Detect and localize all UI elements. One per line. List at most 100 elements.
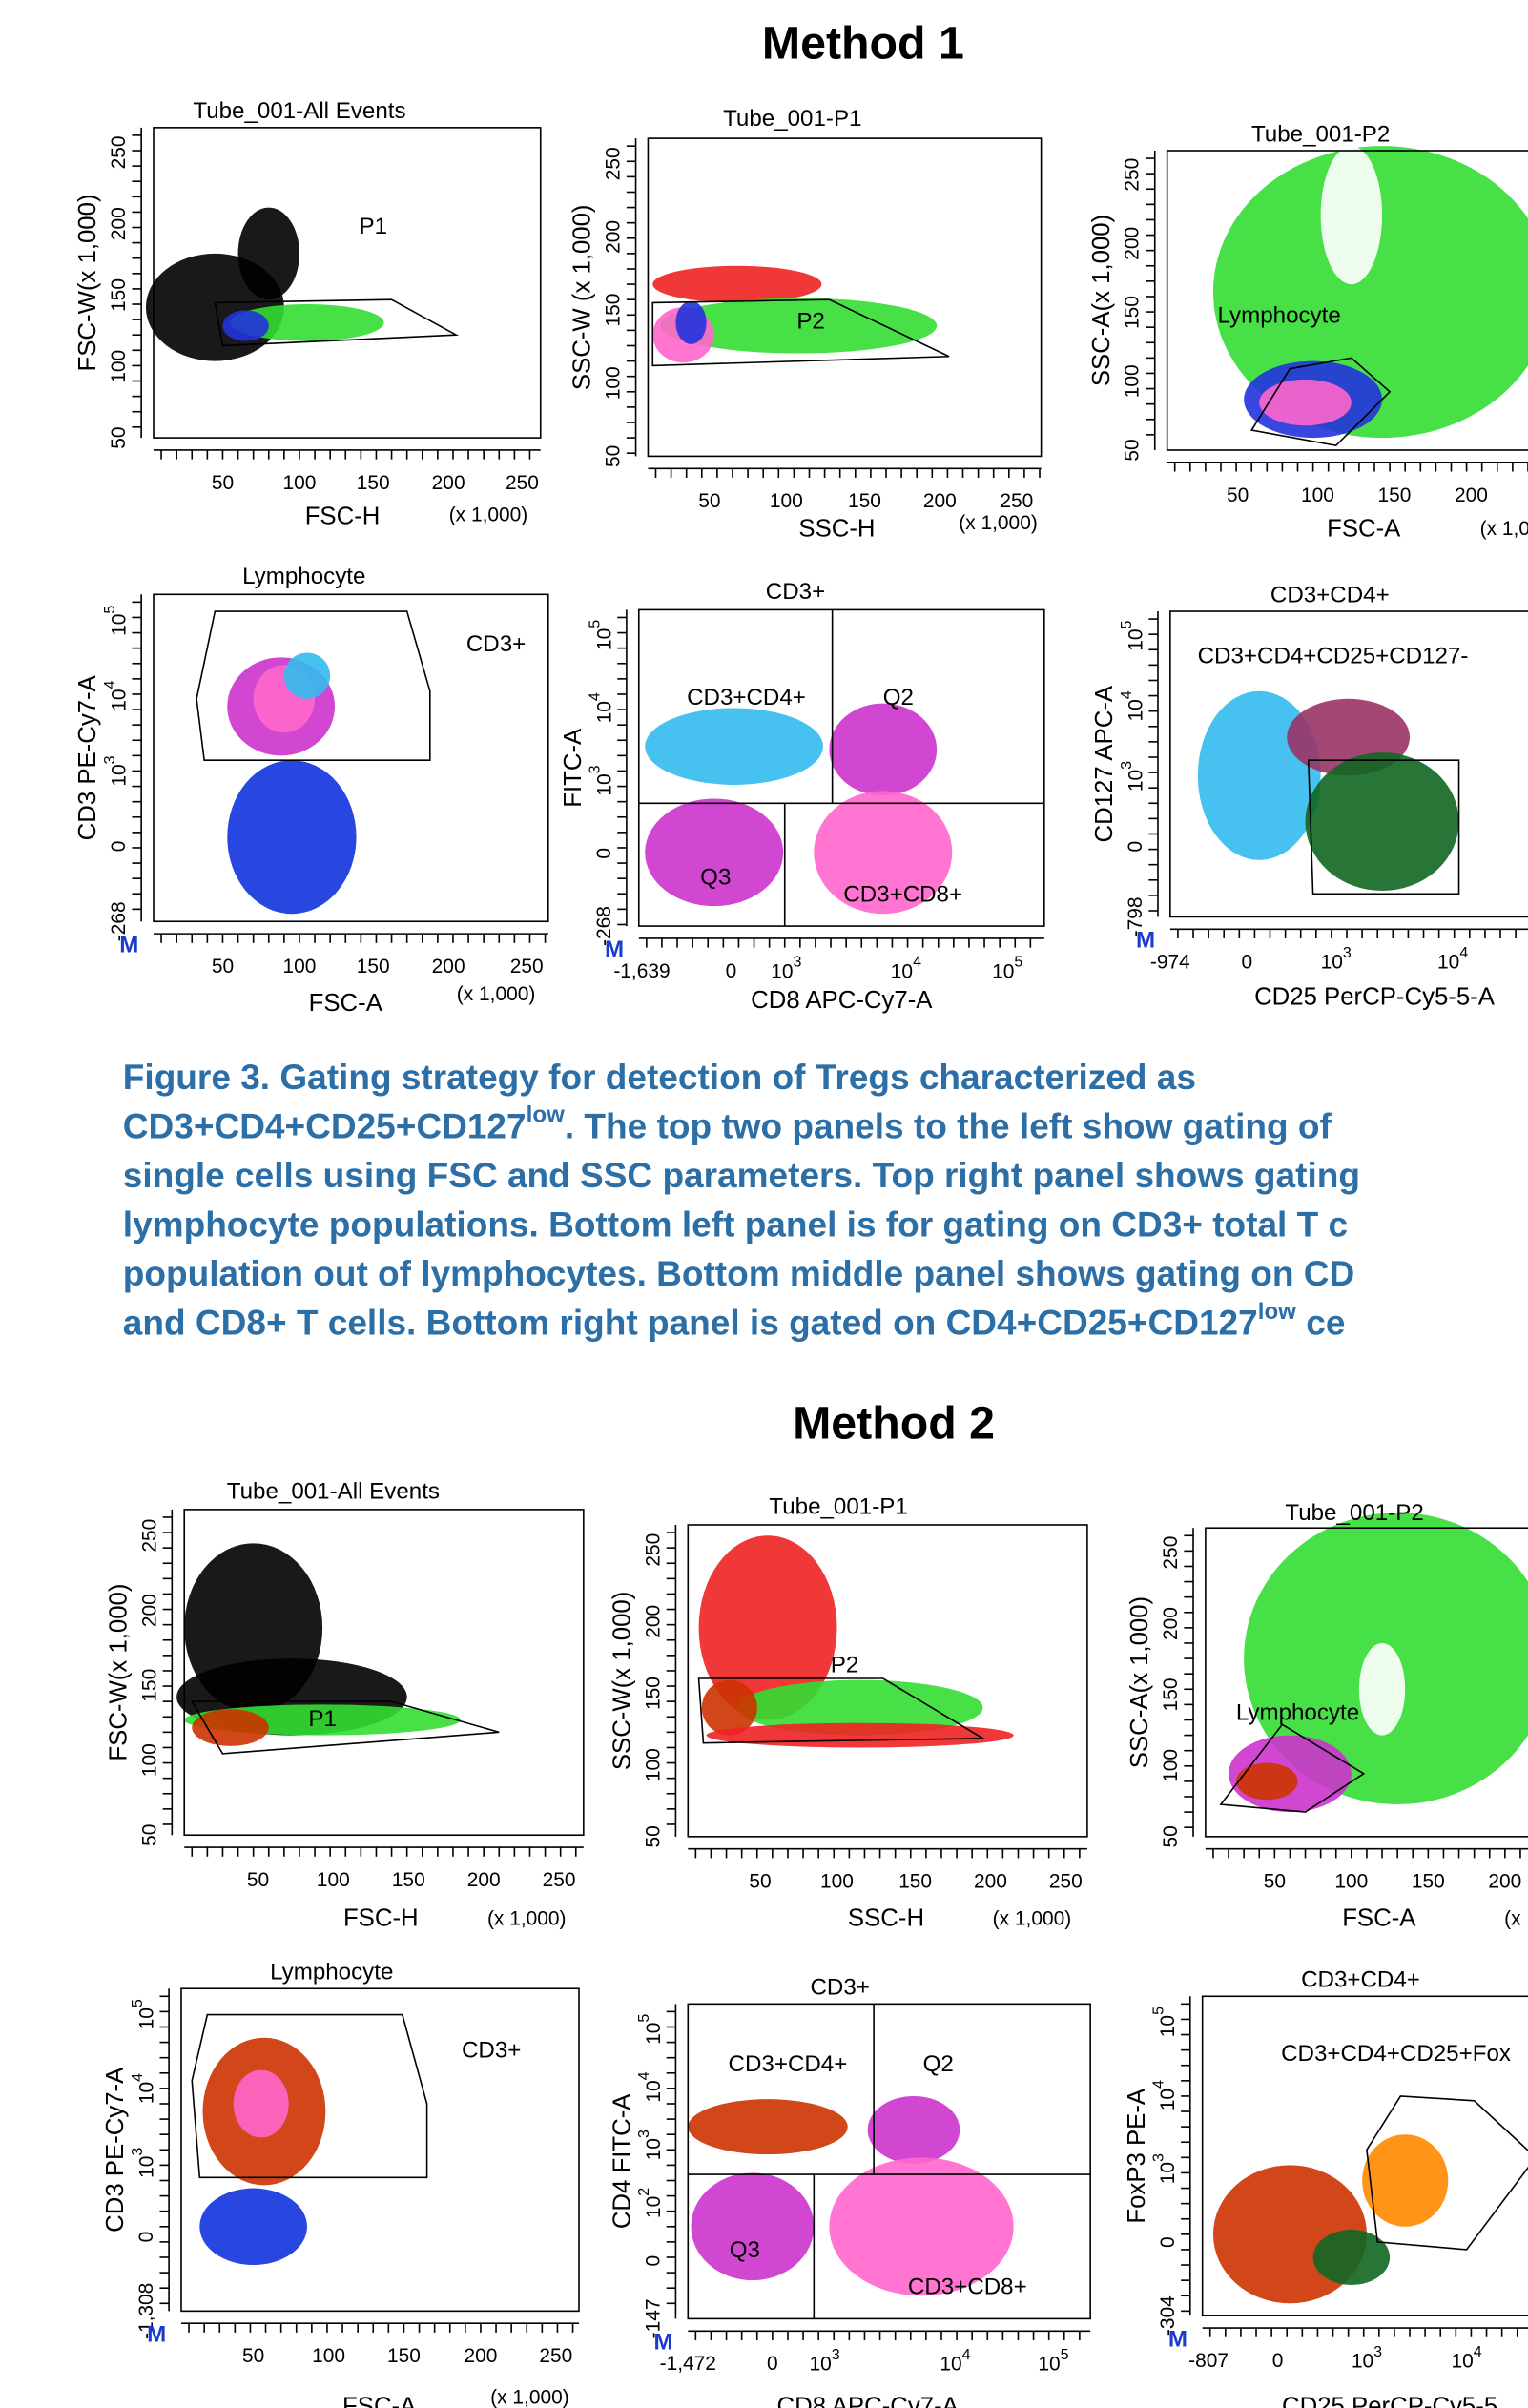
y-tick-label: 0: [1157, 2236, 1179, 2248]
plot-frame: [1169, 610, 1528, 918]
x-axis-unit: (x 1,000): [449, 504, 528, 526]
y-tick-label: 103: [1150, 2153, 1179, 2184]
x-axis-label: CD25 PerCP-Cy5-5-A: [1254, 984, 1496, 1011]
tick-exp: 5: [129, 1999, 146, 2007]
x-tick-label: 50: [247, 1869, 269, 1891]
plot-panel: [132, 593, 549, 943]
y-tick-label: 200: [138, 1594, 160, 1627]
tick-exp: 5: [635, 2014, 652, 2023]
x-axis-label: FSC-A: [342, 2394, 417, 2408]
x-tick-label: 100: [770, 490, 803, 512]
population: [1236, 1762, 1298, 1801]
x-axis-label: FSC-A: [1342, 1905, 1416, 1932]
population: [645, 708, 823, 785]
x-axis-label: CD8 APC-Cy7-A: [777, 2394, 960, 2408]
tick-base: 10: [642, 2023, 664, 2045]
tick-exp: 3: [832, 2346, 840, 2363]
tick-exp: 4: [1118, 690, 1135, 699]
y-tick-label: 100: [1160, 1749, 1182, 1782]
x-tick-label: 150: [392, 1869, 425, 1891]
gate-label: Q3: [700, 865, 731, 891]
x-tick-label: 50: [749, 1871, 771, 1893]
y-tick-label: 200: [1160, 1607, 1182, 1640]
y-tick-label: 103: [635, 2130, 664, 2160]
caption-text: lymphocyte populations. Bottom left pane…: [123, 1204, 1348, 1244]
x-tick-label: 50: [1264, 1871, 1286, 1893]
method-title: Method 2: [793, 1398, 995, 1450]
tick-base: 10: [1157, 2162, 1179, 2184]
population: [237, 207, 299, 300]
caption-line: lymphocyte populations. Bottom left pane…: [123, 1204, 1348, 1244]
x-tick-label: 104: [1437, 944, 1468, 973]
x-tick-label: 250: [543, 1869, 576, 1891]
gate: [651, 298, 950, 367]
gate: [191, 2013, 428, 2179]
caption-text: single cells using FSC and SSC parameter…: [123, 1155, 1360, 1195]
x-axis-label: FSC-A: [309, 990, 383, 1017]
gate-label: Q2: [883, 685, 914, 710]
y-tick-label: -268: [593, 906, 615, 946]
tick-base: 10: [1125, 699, 1146, 721]
tick-base: 10: [992, 960, 1014, 982]
panel-title: Tube_001-P1: [769, 1494, 907, 1520]
tick-base: 10: [642, 2080, 664, 2102]
x-tick-label: 250: [506, 472, 539, 494]
population: [829, 703, 938, 796]
y-tick-label: 103: [1118, 761, 1146, 792]
y-tick-label: 150: [1160, 1678, 1182, 1712]
x-tick-label: 200: [923, 490, 957, 512]
gate: [1307, 759, 1460, 895]
x-tick-label: 200: [432, 472, 465, 494]
gate-label: P1: [359, 214, 387, 239]
x-tick-label: 100: [282, 956, 316, 978]
panel-title: CD3+CD4+: [1270, 582, 1390, 607]
x-tick-label: 104: [1451, 2343, 1481, 2372]
plot-panel: [159, 1987, 580, 2333]
y-tick-label: 105: [1118, 620, 1146, 650]
caption-text: ce: [1296, 1302, 1345, 1342]
tick-exp: 5: [1150, 2007, 1167, 2015]
y-axis-label: CD127 APC-A: [1091, 685, 1118, 842]
tick-base: 10: [1157, 2089, 1179, 2110]
y-tick-label: 150: [1122, 296, 1144, 329]
caption-sup: low: [1258, 1299, 1296, 1325]
tick-base: 10: [593, 701, 615, 723]
x-tick-label: -1,639: [613, 960, 670, 982]
x-tick-label: -1,472: [660, 2353, 716, 2375]
tick-base: 10: [135, 2156, 157, 2178]
x-tick-label: 150: [357, 956, 390, 978]
tick-base: 10: [108, 689, 130, 710]
tick-exp: 5: [101, 606, 118, 614]
y-tick-label: -1,308: [135, 2283, 157, 2339]
plot-frame: [637, 608, 1045, 927]
population: [233, 2069, 289, 2138]
x-tick-label: 200: [467, 1869, 501, 1891]
x-tick-label: 200: [974, 1871, 1007, 1893]
x-axis-label: FSC-H: [343, 1905, 419, 1932]
gate: [1249, 357, 1392, 447]
x-tick-label: 50: [242, 2345, 264, 2367]
y-tick-label: 0: [642, 2255, 664, 2267]
x-tick-label: 150: [357, 472, 390, 494]
y-tick-label: 104: [1150, 2080, 1179, 2110]
tick-exp: 3: [587, 765, 604, 773]
y-tick-label: 250: [1122, 158, 1144, 192]
gate: [1219, 1723, 1366, 1813]
gate-label: Q3: [730, 2237, 760, 2263]
x-tick-label: 0: [1272, 2350, 1284, 2372]
caption-text: population out of lymphocytes. Bottom mi…: [123, 1253, 1354, 1293]
tick-base: 10: [1125, 770, 1146, 792]
plot-frame: [183, 1509, 585, 1837]
tick-base: 10: [135, 2082, 157, 2104]
population: [222, 310, 269, 341]
caption-line: CD3+CD4+CD25+CD127low. The top two panel…: [123, 1102, 1332, 1145]
y-tick-label: 105: [635, 2014, 664, 2045]
population: [829, 2157, 1014, 2296]
y-tick-label: 0: [108, 841, 130, 853]
y-tick-label: 103: [101, 755, 130, 786]
tick-exp: 5: [1014, 954, 1022, 971]
y-tick-label: 104: [129, 2073, 157, 2104]
y-axis-label: CD3 PE-Cy7-A: [102, 2067, 129, 2233]
x-tick-label: 250: [1049, 1871, 1083, 1893]
